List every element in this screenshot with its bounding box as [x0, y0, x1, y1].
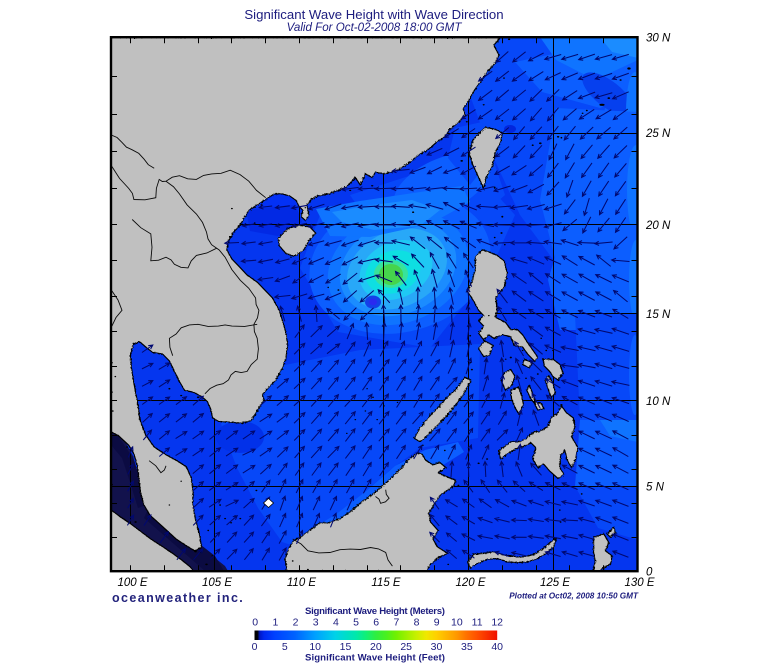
svg-text:6: 6: [373, 617, 379, 629]
svg-text:10: 10: [451, 617, 463, 629]
svg-text:130 E: 130 E: [624, 577, 654, 589]
svg-text:4: 4: [333, 617, 339, 629]
svg-text:11: 11: [472, 617, 483, 629]
svg-text:9: 9: [434, 617, 440, 629]
svg-text:Significant Wave Height (Meter: Significant Wave Height (Meters): [305, 606, 445, 617]
svg-text:35: 35: [461, 641, 473, 653]
svg-text:5: 5: [282, 641, 288, 653]
svg-text:5: 5: [353, 617, 359, 629]
svg-text:30 N: 30 N: [646, 33, 671, 45]
svg-text:20: 20: [370, 641, 382, 653]
svg-text:20 N: 20 N: [645, 220, 671, 232]
svg-text:25: 25: [400, 641, 412, 653]
svg-text:0: 0: [252, 617, 258, 629]
svg-text:3: 3: [313, 617, 319, 629]
svg-text:Valid For Oct-02-2008 18:00 GM: Valid For Oct-02-2008 18:00 GMT: [287, 21, 463, 34]
svg-text:110 E: 110 E: [287, 577, 317, 589]
svg-text:Significant Wave Height (Feet): Significant Wave Height (Feet): [305, 652, 445, 663]
svg-text:120 E: 120 E: [455, 577, 485, 589]
svg-text:2: 2: [293, 617, 299, 629]
svg-text:100 E: 100 E: [117, 577, 147, 589]
svg-text:125 E: 125 E: [540, 577, 570, 589]
svg-text:Significant Wave Height with W: Significant Wave Height with Wave Direct…: [244, 7, 503, 22]
svg-text:30: 30: [431, 641, 443, 653]
svg-text:12: 12: [491, 617, 503, 629]
svg-text:0: 0: [646, 566, 653, 578]
svg-text:25 N: 25 N: [645, 128, 671, 140]
svg-text:10: 10: [309, 641, 321, 653]
svg-text:Plotted at Oct02, 2008 10:50 G: Plotted at Oct02, 2008 10:50 GMT: [509, 592, 639, 601]
svg-text:115 E: 115 E: [371, 577, 401, 589]
svg-text:105 E: 105 E: [202, 577, 232, 589]
svg-text:40: 40: [491, 641, 503, 653]
svg-text:8: 8: [414, 617, 420, 629]
svg-text:15: 15: [340, 641, 352, 653]
svg-text:1: 1: [272, 617, 278, 629]
svg-text:10 N: 10 N: [646, 396, 671, 408]
svg-text:7: 7: [393, 617, 399, 629]
svg-text:0: 0: [252, 641, 258, 653]
svg-text:15 N: 15 N: [646, 309, 671, 321]
svg-text:oceanweather inc.: oceanweather inc.: [112, 591, 244, 605]
svg-text:5 N: 5 N: [646, 482, 665, 494]
